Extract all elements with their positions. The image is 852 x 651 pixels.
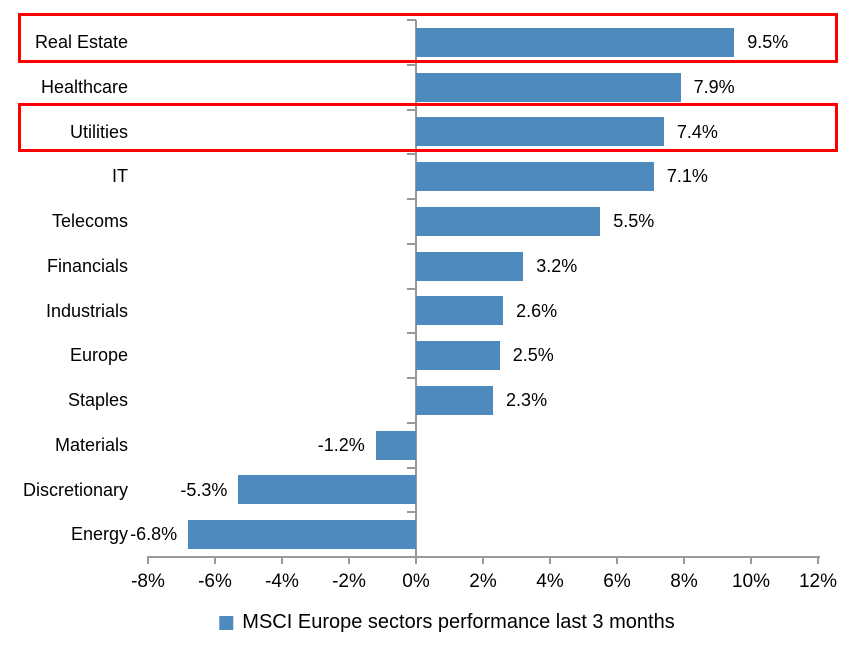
category-axis-tick — [407, 242, 416, 245]
bar-utilities — [416, 117, 664, 147]
value-axis-line — [415, 20, 417, 557]
legend-label: MSCI Europe sectors performance last 3 m… — [242, 611, 675, 633]
x-axis-line — [148, 556, 820, 558]
x-axis-tick-label: 6% — [603, 571, 631, 592]
x-axis-tick — [750, 556, 752, 564]
bar-telecoms — [416, 206, 601, 236]
bar-financials — [416, 251, 524, 281]
bar-it — [416, 162, 654, 192]
bar-energy — [188, 520, 416, 550]
value-label-utilities: 7.4% — [676, 121, 718, 142]
bar-discretionary — [238, 475, 416, 505]
category-label-industrials: Industrials — [45, 300, 128, 321]
x-axis-tick-label: 12% — [798, 571, 838, 592]
x-axis-tick — [147, 556, 149, 564]
value-label-staples: 2.3% — [506, 390, 548, 410]
category-axis-tick — [407, 421, 416, 424]
value-label-materials: -1.2% — [317, 434, 365, 455]
bar-materials — [375, 430, 416, 460]
value-label-healthcare: 7.9% — [693, 76, 735, 97]
category-label-financials: Financials — [46, 255, 128, 276]
bar-healthcare — [416, 72, 681, 102]
value-label-europe: 2.5% — [512, 345, 554, 366]
value-label-energy: -6.8% — [130, 524, 178, 545]
category-axis-tick — [407, 466, 416, 469]
x-axis-tick-label: 0% — [402, 571, 430, 592]
x-axis-tick — [549, 556, 551, 564]
x-axis-tick-label: 4% — [536, 571, 564, 592]
category-label-healthcare: Healthcare — [40, 76, 128, 97]
x-axis-tick — [415, 556, 417, 564]
x-axis-tick-label: 2% — [469, 571, 497, 592]
x-axis-tick-label: 8% — [670, 571, 698, 592]
category-label-energy: Energy — [70, 524, 128, 545]
value-label-telecoms: 5.5% — [613, 211, 655, 231]
x-axis-tick — [683, 556, 685, 564]
bar-europe — [416, 341, 500, 371]
highlight-box-real-estate — [18, 13, 838, 63]
bar-staples — [416, 385, 494, 415]
x-axis-tick-label: -2% — [332, 571, 366, 592]
category-axis-tick — [407, 198, 416, 200]
x-axis-tick — [817, 556, 819, 564]
category-axis-tick — [407, 108, 416, 111]
value-label-discretionary: -5.3% — [180, 479, 228, 500]
category-axis-tick — [407, 63, 416, 66]
bar-real-estate — [416, 27, 735, 57]
x-axis-tick — [616, 556, 618, 564]
x-axis-tick — [214, 556, 216, 564]
x-axis-tick — [348, 556, 350, 564]
category-label-real-estate: Real Estate — [34, 32, 128, 52]
legend-swatch-icon — [219, 615, 234, 630]
category-axis-tick — [407, 287, 416, 290]
value-label-industrials: 2.6% — [516, 300, 558, 321]
category-label-it: IT — [112, 166, 128, 187]
x-axis-tick-label: -6% — [198, 571, 232, 592]
x-axis-tick-label: 10% — [731, 571, 771, 592]
category-label-utilities: Utilities — [69, 121, 128, 142]
category-label-materials: Materials — [54, 434, 128, 455]
x-axis-tick — [281, 556, 283, 564]
value-label-it: 7.1% — [666, 166, 708, 187]
x-axis-tick-label: -4% — [265, 571, 299, 592]
value-label-financials: 3.2% — [536, 255, 578, 276]
x-axis-tick-label: -8% — [131, 571, 165, 592]
x-axis-tick — [482, 556, 484, 564]
category-label-telecoms: Telecoms — [51, 211, 128, 231]
category-label-staples: Staples — [67, 390, 128, 410]
category-axis-tick — [407, 19, 416, 21]
category-axis-tick — [407, 332, 416, 335]
bar-industrials — [416, 296, 504, 326]
value-label-real-estate: 9.5% — [747, 32, 789, 52]
category-axis-tick — [407, 511, 416, 514]
category-axis-tick — [407, 377, 416, 379]
legend: MSCI Europe sectors performance last 3 m… — [219, 611, 675, 634]
category-label-europe: Europe — [69, 345, 128, 366]
highlight-box-utilities — [18, 102, 838, 153]
category-label-discretionary: Discretionary — [22, 479, 128, 500]
category-axis-tick — [407, 153, 416, 156]
